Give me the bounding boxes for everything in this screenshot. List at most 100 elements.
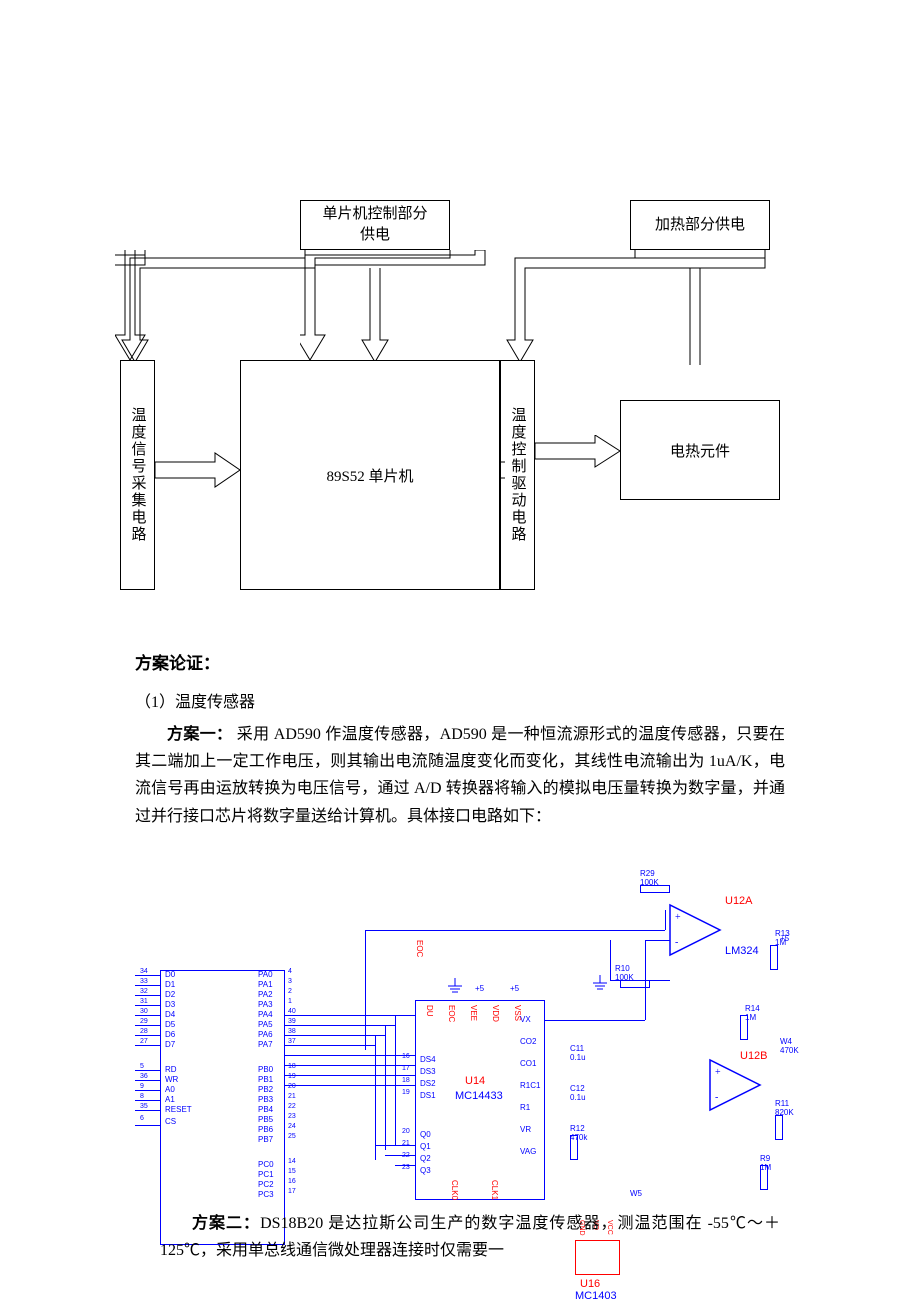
pin-num: 34 [140, 968, 148, 975]
svg-text:+: + [675, 912, 681, 923]
pin-num: 16 [402, 1053, 410, 1060]
pin-label: D3 [165, 1000, 175, 1009]
resistor [640, 885, 670, 893]
pin-label: Q3 [420, 1166, 431, 1175]
svg-text:-: - [675, 937, 678, 948]
pin-num: 14 [288, 1158, 296, 1165]
resistor [620, 980, 650, 988]
para1-wrap: 方案一： 采用 AD590 作温度传感器，AD590 是一种恒流源形式的温度传感… [135, 721, 785, 830]
pin-label: DU [425, 1005, 434, 1017]
pin-label: D5 [165, 1020, 175, 1029]
pin-num: 17 [288, 1188, 296, 1195]
pin-num: 19 [402, 1089, 410, 1096]
pin-num: 8 [140, 1093, 144, 1100]
pin-label: DS1 [420, 1091, 436, 1100]
pin-num: 31 [140, 998, 148, 1005]
pin-label: D0 [165, 970, 175, 979]
pin-label: PA2 [258, 990, 273, 999]
svg-text:-: - [715, 1092, 718, 1103]
gnd1 [445, 978, 465, 998]
resistor [740, 1015, 748, 1040]
resistor [570, 1135, 578, 1160]
arrow-h1 [155, 450, 240, 490]
pin-label: VR [520, 1125, 531, 1134]
pin-num: 15 [288, 1168, 296, 1175]
pin-num: 23 [288, 1113, 296, 1120]
pin-label: PA1 [258, 980, 273, 989]
pin-label: DS4 [420, 1055, 436, 1064]
para2-wrap: 方案二：DS18B20 是达拉斯公司生产的数字温度传感器，测温范围在 -55℃～… [160, 1210, 780, 1264]
heat-power-block: 加热部分供电 [630, 200, 770, 250]
pin-num: 5 [140, 1063, 144, 1070]
pin-num: 24 [288, 1123, 296, 1130]
plus5-2: +5 [510, 985, 519, 994]
pin-num: 23 [402, 1164, 410, 1171]
pin-num: 32 [140, 988, 148, 995]
pin-label: D7 [165, 1040, 175, 1049]
pin-label: RESET [165, 1105, 192, 1114]
pin-label: CLK1 [490, 1180, 499, 1200]
pin-num: 40 [288, 1008, 296, 1015]
pin-num: 36 [140, 1073, 148, 1080]
pin-num: 17 [402, 1065, 410, 1072]
pin-num: 35 [140, 1103, 148, 1110]
pin-num: 22 [288, 1103, 296, 1110]
pin-num: 38 [288, 1028, 296, 1035]
plus5-1: +5 [475, 985, 484, 994]
pin-num: 3 [288, 978, 292, 985]
pin-num: 18 [288, 1063, 296, 1070]
pin-label: D4 [165, 1010, 175, 1019]
pin-label: R1 [520, 1103, 530, 1112]
gnd2 [590, 975, 610, 995]
block-diagram: 单片机控制部分 供电 加热部分供电 温度信号采集电路 89S52 单片机 温度控… [120, 200, 800, 600]
u12a-label: U12A [725, 895, 753, 907]
pin-label: CS [165, 1117, 176, 1126]
pin-label: Q0 [420, 1130, 431, 1139]
mc14433-label: MC14433 [455, 1090, 503, 1102]
svg-text:+: + [715, 1067, 721, 1078]
plus5-3: +5 [780, 935, 789, 944]
power-arrows [120, 250, 820, 365]
c11-label: C11 0.1u [570, 1045, 586, 1063]
mcu-power-label: 单片机控制部分 供电 [322, 204, 427, 246]
lm324-label: LM324 [725, 945, 759, 957]
pin-label: DS3 [420, 1067, 436, 1076]
pin-num: 2 [288, 988, 292, 995]
pin-num: 28 [140, 1028, 148, 1035]
pin-label: PA3 [258, 1000, 273, 1009]
pin-num: 19 [288, 1073, 296, 1080]
pin-num: 37 [288, 1038, 296, 1045]
pin-label: VX [520, 1015, 531, 1024]
pin-label: Q1 [420, 1142, 431, 1151]
sub1: （1）温度传感器 [135, 689, 785, 716]
pin-label: CO1 [520, 1059, 536, 1068]
pin-label: RD [165, 1065, 177, 1074]
temp-control-block: 温度控制驱动电路 [500, 360, 535, 590]
pin-num: 20 [402, 1128, 410, 1135]
pin-num: 16 [288, 1178, 296, 1185]
pin-label: PA5 [258, 1020, 273, 1029]
temp-signal-block: 温度信号采集电路 [120, 360, 155, 590]
pin-label: CLK0 [450, 1180, 459, 1200]
pin-label: PA6 [258, 1030, 273, 1039]
pin-label: PB0 [258, 1065, 273, 1074]
pin-num: 39 [288, 1018, 296, 1025]
c12-label: C12 0.1u [570, 1085, 586, 1103]
opamp-u12a: + - [660, 900, 730, 960]
pin-label: PB3 [258, 1095, 273, 1104]
u14-label: U14 [465, 1075, 485, 1087]
pin-label: D6 [165, 1030, 175, 1039]
pin-num: 30 [140, 1008, 148, 1015]
heater-label: 电热元件 [670, 440, 730, 461]
pin-num: 20 [288, 1083, 296, 1090]
pin-num: 29 [140, 1018, 148, 1025]
pin-label: PB1 [258, 1075, 273, 1084]
pin-label: VDD [491, 1005, 500, 1022]
pin-num: 27 [140, 1038, 148, 1045]
para1: 采用 AD590 作温度传感器，AD590 是一种恒流源形式的温度传感器，只要在… [135, 726, 785, 825]
heat-power-label: 加热部分供电 [655, 215, 745, 236]
pin-num: 22 [402, 1152, 410, 1159]
pin-num: 25 [288, 1133, 296, 1140]
pin-num: 1 [288, 998, 292, 1005]
pin-num: 33 [140, 978, 148, 985]
